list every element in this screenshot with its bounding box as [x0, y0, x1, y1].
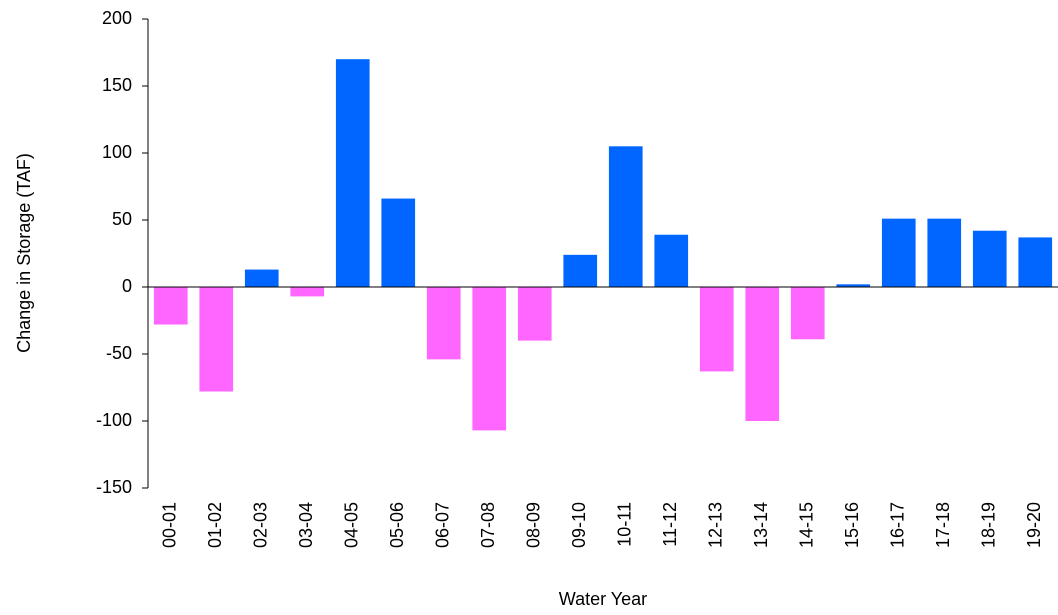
x-tick-label: 04-05: [342, 502, 362, 548]
bar: [517, 287, 552, 341]
bar: [836, 284, 871, 287]
y-tick-label: 50: [112, 209, 132, 229]
y-tick-label: 0: [122, 276, 132, 296]
x-tick-label: 10-11: [615, 502, 635, 547]
x-tick-label: 18-19: [979, 502, 999, 548]
bar: [608, 146, 643, 287]
y-tick-label: -150: [96, 477, 132, 497]
x-tick-label: 17-18: [933, 502, 953, 548]
bar: [472, 287, 507, 431]
y-tick-label: -50: [106, 343, 132, 363]
x-tick-label: 11-12: [660, 502, 680, 547]
x-tick-label: 00-01: [160, 502, 180, 548]
bar: [563, 254, 598, 287]
bar: [790, 287, 825, 340]
y-tick-label: 200: [102, 8, 132, 28]
x-tick-label: 13-14: [751, 502, 771, 548]
x-tick-label: 12-13: [706, 502, 726, 548]
bar: [381, 198, 416, 287]
x-tick-label: 19-20: [1024, 502, 1044, 548]
bar: [199, 287, 234, 392]
bar: [290, 287, 325, 297]
y-axis-title: Change in Storage (TAF): [14, 153, 34, 353]
bar: [699, 287, 734, 372]
bar: [1018, 237, 1053, 287]
x-tick-label: 02-03: [251, 502, 271, 548]
x-tick-label: 05-06: [387, 502, 407, 548]
x-tick-label: 06-07: [433, 502, 453, 548]
x-tick-label: 03-04: [296, 502, 316, 548]
x-tick-label: 14-15: [797, 502, 817, 548]
y-tick-label: 150: [102, 75, 132, 95]
x-tick-label: 08-09: [524, 502, 544, 548]
bar: [153, 287, 188, 325]
bar: [335, 59, 370, 288]
x-tick-label: 15-16: [842, 502, 862, 548]
x-tick-label: 16-17: [888, 502, 908, 548]
bar: [927, 218, 962, 287]
bar: [426, 287, 461, 360]
y-tick-label: -100: [96, 410, 132, 430]
x-tick-label: 07-08: [478, 502, 498, 548]
bar: [244, 269, 279, 287]
bar: [881, 218, 916, 287]
x-tick-label: 01-02: [205, 502, 225, 548]
x-tick-label: 09-10: [569, 502, 589, 548]
bar: [972, 230, 1007, 287]
x-axis-title: Water Year: [559, 589, 647, 609]
bar: [745, 287, 780, 421]
y-tick-label: 100: [102, 142, 132, 162]
bar: [654, 234, 689, 287]
